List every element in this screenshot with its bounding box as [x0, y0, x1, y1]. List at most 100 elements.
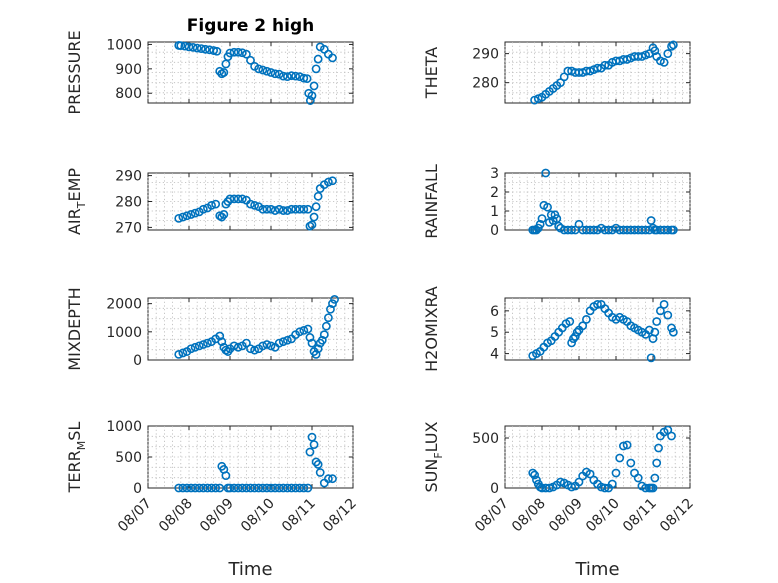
data-point — [619, 441, 628, 451]
y-tick-label: 3 — [490, 166, 499, 182]
data-point — [663, 225, 673, 235]
data-point — [198, 483, 208, 493]
data-point — [229, 483, 239, 493]
data-point — [572, 327, 582, 337]
y-tick-label: 0 — [133, 481, 142, 497]
data-point — [274, 483, 284, 493]
data-point — [233, 483, 243, 493]
data-point — [291, 71, 300, 81]
data-point — [174, 213, 184, 223]
x-tick-label: 08/10 — [238, 496, 278, 536]
data-point — [313, 191, 323, 201]
data-point — [528, 468, 538, 478]
y-tick-label: 1000 — [106, 419, 142, 435]
data-point — [262, 66, 272, 76]
data-point — [262, 340, 272, 349]
data-point — [311, 202, 321, 212]
data-point — [305, 447, 315, 457]
data-point — [567, 482, 576, 492]
y-tick-label: 2000 — [106, 297, 142, 313]
data-point — [295, 204, 305, 214]
data-point — [530, 470, 539, 480]
data-point — [258, 341, 268, 351]
y-tick-label: 0 — [490, 481, 499, 497]
data-point — [237, 483, 247, 493]
subplot-h2omixra: 4 5 6 H2OMIXRA — [422, 286, 691, 372]
data-point — [176, 41, 186, 51]
data-point — [250, 200, 259, 210]
data-point — [648, 483, 658, 493]
data-point — [190, 483, 200, 493]
data-point — [667, 41, 676, 51]
data-point — [229, 341, 239, 351]
data-point — [233, 194, 243, 204]
y-tick-label: 2 — [490, 185, 499, 201]
y-tick-label: 900 — [115, 62, 142, 78]
data-point — [190, 208, 200, 218]
data-point — [600, 483, 610, 493]
y-tick-label: 280 — [472, 76, 499, 92]
data-point — [646, 216, 656, 225]
data-point — [295, 327, 305, 337]
y-tick-label: 5 — [490, 325, 499, 341]
data-point — [328, 53, 337, 63]
data-point — [274, 204, 284, 214]
data-point — [646, 353, 656, 363]
data-point — [317, 335, 327, 345]
data-point — [237, 48, 247, 58]
data-point — [295, 483, 305, 493]
y-tick-label: 290 — [472, 47, 499, 63]
data-point — [186, 483, 196, 493]
data-point — [328, 299, 337, 309]
y-axis-label: AIRTEMP — [65, 168, 88, 235]
data-point — [178, 348, 188, 358]
data-point — [266, 204, 276, 214]
data-point — [626, 458, 636, 468]
data-point — [266, 68, 276, 77]
data-point — [291, 483, 300, 493]
data-point — [667, 431, 676, 441]
y-tick-label: 1000 — [106, 325, 142, 341]
data-point — [178, 212, 188, 222]
data-point — [215, 483, 225, 493]
data-point — [541, 168, 551, 178]
data-point — [600, 60, 610, 70]
data-point — [250, 483, 259, 493]
data-point — [188, 42, 198, 52]
y-tick-label: 1 — [490, 204, 499, 220]
data-point — [663, 310, 673, 320]
data-point — [282, 206, 292, 215]
data-point — [622, 440, 632, 450]
x-tick-label: 08/10 — [583, 496, 623, 536]
data-point — [241, 483, 251, 493]
data-point — [659, 300, 669, 309]
x-tick-label: 08/12 — [657, 496, 697, 536]
y-axis-label: RAINFALL — [422, 164, 441, 239]
data-point — [545, 483, 554, 493]
data-point — [330, 295, 339, 304]
data-point — [207, 483, 216, 493]
data-point — [258, 65, 268, 75]
data-point — [225, 48, 235, 58]
y-tick-label: 800 — [115, 86, 142, 102]
data-point — [667, 323, 676, 333]
data-point — [313, 460, 323, 469]
data-point — [303, 204, 313, 214]
data-point — [328, 176, 337, 186]
x-tick-label: 08/08 — [156, 496, 196, 536]
data-point — [650, 327, 660, 337]
data-point — [319, 330, 329, 340]
data-point — [254, 483, 264, 493]
y-tick-label: 290 — [115, 169, 142, 185]
data-point — [305, 333, 315, 342]
data-point — [650, 473, 660, 483]
data-point — [321, 321, 331, 331]
data-point — [574, 477, 584, 487]
data-point — [182, 483, 192, 493]
data-point — [309, 81, 319, 91]
y-tick-label: 0 — [133, 353, 142, 369]
data-point — [270, 206, 280, 215]
data-point — [615, 453, 625, 463]
x-tick-label: 08/07 — [115, 496, 155, 536]
data-point — [215, 331, 225, 341]
